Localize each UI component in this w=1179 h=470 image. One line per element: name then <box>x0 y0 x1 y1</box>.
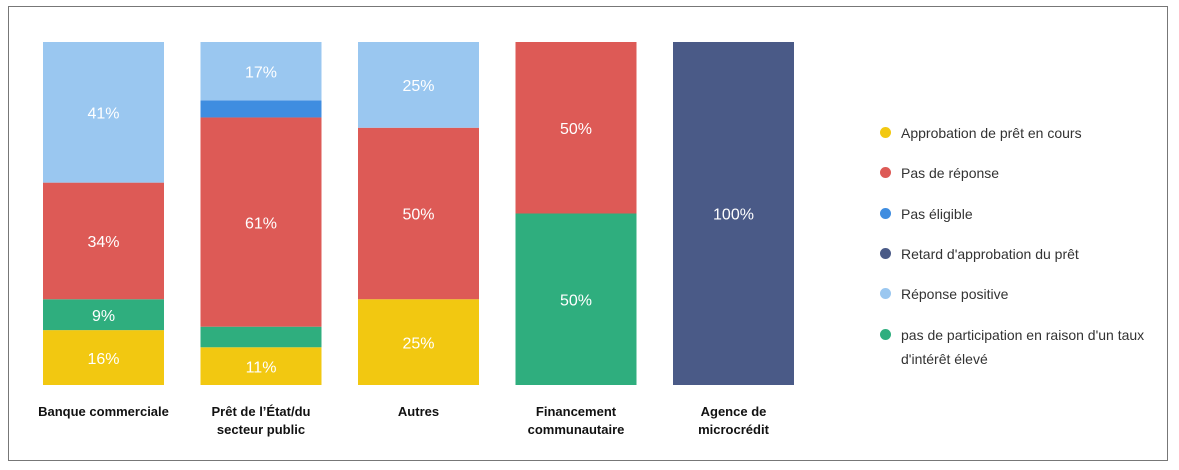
data-label: 25% <box>402 335 434 352</box>
legend-label: Pas de réponse <box>901 165 1000 182</box>
legend-item: pas de participation en raison d'un taux… <box>880 323 1150 371</box>
bar-segment <box>200 326 322 348</box>
bar-segment <box>358 127 479 300</box>
frame <box>8 6 1168 461</box>
bar-segment <box>43 182 164 300</box>
legend-swatch <box>880 127 891 138</box>
x-tick-label: Prêt de l’État/du secteur public <box>211 404 311 437</box>
data-label: 9% <box>92 308 115 325</box>
bar-segment <box>200 100 322 118</box>
data-label: 34% <box>87 234 119 251</box>
bar-segment <box>200 347 322 385</box>
bar-segment <box>673 42 794 385</box>
legend-swatch <box>880 207 891 219</box>
data-label: 41% <box>87 106 119 123</box>
legend-label: Réponse positive <box>901 286 1009 303</box>
legend-label: pas de participation en raison d'un taux… <box>901 326 1145 367</box>
legend-item: Approbation de prêt en cours <box>880 121 1150 145</box>
legend-swatch <box>880 328 891 340</box>
data-label: 100% <box>713 207 754 224</box>
data-label: 16% <box>87 351 119 368</box>
data-label: 25% <box>402 78 434 95</box>
data-label: 17% <box>245 64 277 81</box>
x-tick-label: Autres <box>397 404 440 419</box>
legend-item: Pas éligible <box>880 202 1150 226</box>
x-tick-label: Agence de microcrédit <box>698 404 769 437</box>
bar-segment <box>358 42 479 128</box>
data-label: 50% <box>402 207 434 224</box>
bar-segment <box>43 42 164 183</box>
legend-item: Réponse positive <box>880 282 1150 306</box>
bar-segment <box>43 330 164 385</box>
data-label: 11% <box>246 359 277 376</box>
bar-segment <box>200 117 322 327</box>
data-label: 50% <box>560 292 592 309</box>
legend-swatch <box>880 167 891 179</box>
x-tick-label: Financement communautaire <box>527 404 625 437</box>
bar-segment <box>515 42 637 214</box>
data-label: 61% <box>245 215 277 232</box>
bar-segment <box>43 299 164 331</box>
legend-item: Retard d'approbation du prêt <box>880 242 1150 266</box>
x-tick-label: Banque commerciale <box>38 404 169 419</box>
legend-swatch <box>880 247 891 259</box>
bar-segment <box>200 42 322 101</box>
legend-label: Approbation de prêt en cours <box>901 125 1082 141</box>
bar-segment <box>515 213 637 385</box>
data-label: 50% <box>560 121 592 138</box>
bar-segment <box>358 299 479 385</box>
legend-label: Pas éligible <box>901 205 973 222</box>
legend-swatch <box>880 288 891 300</box>
legend-label: Retard d'approbation du prêt <box>901 245 1079 262</box>
legend-item: Pas de réponse <box>880 161 1150 185</box>
